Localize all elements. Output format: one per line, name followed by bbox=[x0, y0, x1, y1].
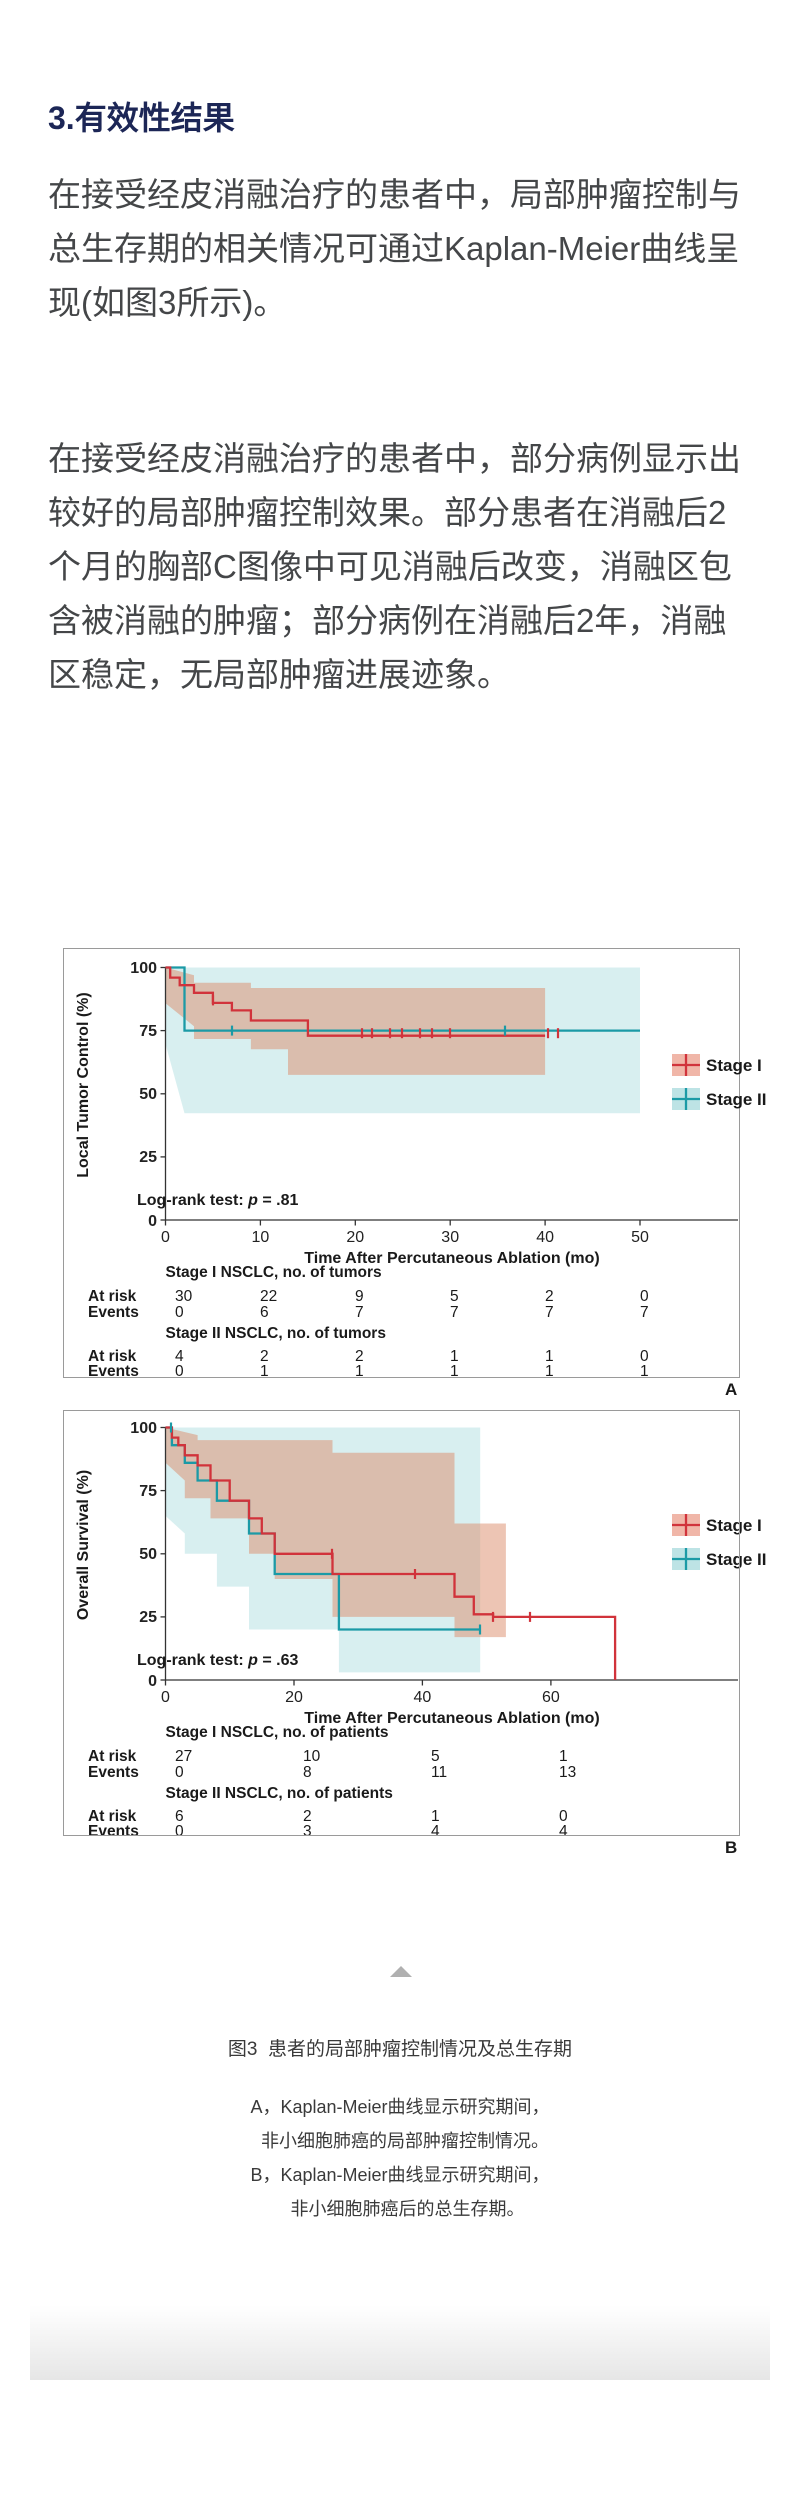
svg-text:7: 7 bbox=[355, 1304, 364, 1321]
svg-text:75: 75 bbox=[139, 1023, 157, 1040]
svg-text:30: 30 bbox=[175, 1288, 193, 1305]
svg-text:40: 40 bbox=[536, 1229, 554, 1246]
svg-text:6: 6 bbox=[260, 1304, 269, 1321]
svg-text:20: 20 bbox=[346, 1229, 364, 1246]
svg-text:Log-rank test: p = .81: Log-rank test: p = .81 bbox=[137, 1192, 298, 1209]
svg-text:1: 1 bbox=[260, 1363, 269, 1380]
svg-text:At risk: At risk bbox=[88, 1288, 137, 1305]
svg-text:50: 50 bbox=[139, 1086, 157, 1103]
svg-text:7: 7 bbox=[545, 1304, 554, 1321]
svg-text:25: 25 bbox=[139, 1149, 157, 1166]
svg-text:0: 0 bbox=[148, 1213, 157, 1230]
svg-text:Events: Events bbox=[88, 1304, 139, 1321]
svg-text:0: 0 bbox=[640, 1288, 649, 1305]
svg-text:0: 0 bbox=[161, 1229, 170, 1246]
svg-text:Stage I: Stage I bbox=[706, 1056, 762, 1075]
svg-text:30: 30 bbox=[441, 1229, 459, 1246]
svg-text:1: 1 bbox=[355, 1363, 364, 1380]
svg-text:7: 7 bbox=[450, 1304, 459, 1321]
svg-text:10: 10 bbox=[252, 1229, 270, 1246]
svg-text:Local Tumor Control (%): Local Tumor Control (%) bbox=[75, 992, 92, 1177]
svg-text:1: 1 bbox=[450, 1363, 459, 1380]
svg-text:0: 0 bbox=[175, 1363, 184, 1380]
svg-text:5: 5 bbox=[450, 1288, 459, 1305]
svg-text:2: 2 bbox=[545, 1288, 554, 1305]
svg-text:Events: Events bbox=[88, 1363, 139, 1380]
svg-text:Stage II NSCLC, no. of tumors: Stage II NSCLC, no. of tumors bbox=[166, 1325, 386, 1342]
svg-text:Stage II: Stage II bbox=[706, 1090, 766, 1109]
svg-text:0: 0 bbox=[175, 1304, 184, 1321]
svg-text:7: 7 bbox=[640, 1304, 649, 1321]
svg-text:100: 100 bbox=[130, 960, 157, 977]
svg-text:1: 1 bbox=[545, 1363, 554, 1380]
svg-text:9: 9 bbox=[355, 1288, 364, 1305]
svg-text:22: 22 bbox=[260, 1288, 277, 1305]
svg-text:Stage I NSCLC, no. of tumors: Stage I NSCLC, no. of tumors bbox=[166, 1264, 382, 1281]
svg-text:1: 1 bbox=[640, 1363, 649, 1380]
svg-text:50: 50 bbox=[631, 1229, 649, 1246]
